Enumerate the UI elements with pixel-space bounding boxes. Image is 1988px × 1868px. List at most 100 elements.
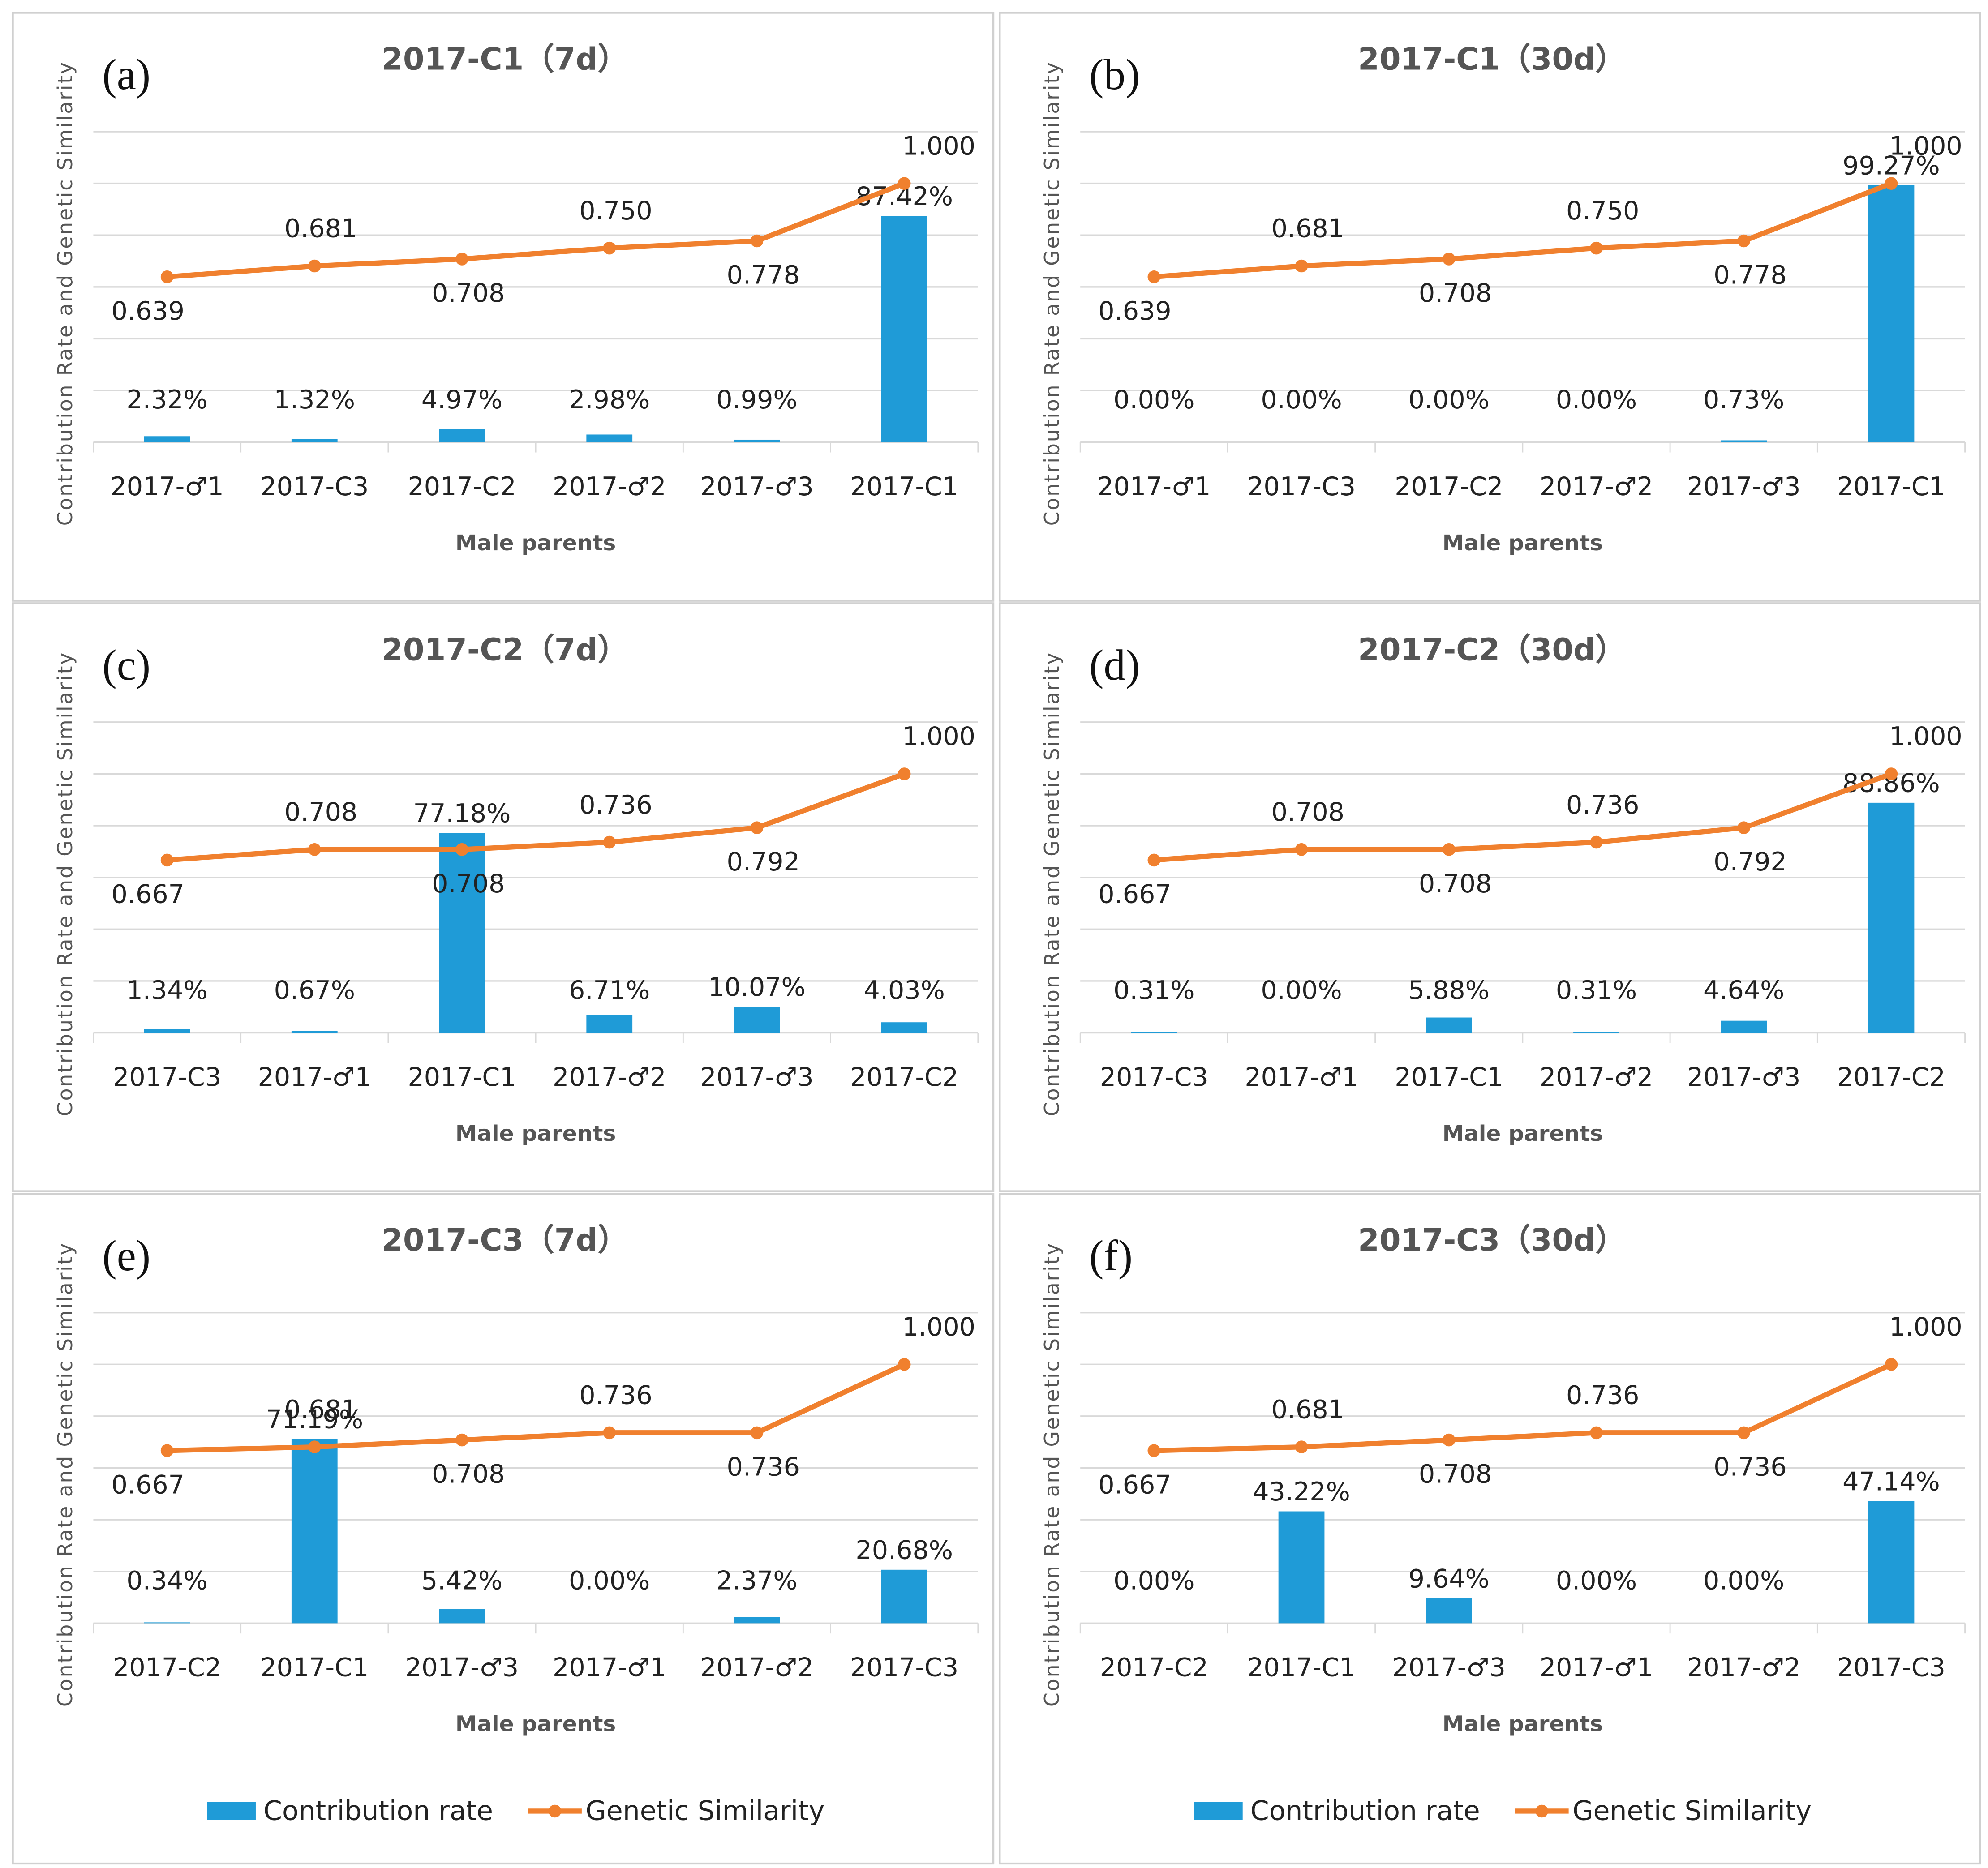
line-marker — [1147, 853, 1161, 867]
x-tick-label: 2017-C3 — [1837, 1653, 1945, 1683]
x-tick-label: 2017-♂1 — [1540, 1653, 1653, 1683]
line-value-label: 0.681 — [284, 214, 357, 244]
bar-value-label: 4.03% — [864, 976, 945, 1005]
line-marker — [308, 259, 321, 273]
line-marker — [455, 253, 468, 266]
bar — [291, 1439, 338, 1624]
bar-value-label: 4.64% — [1703, 976, 1784, 1005]
bar — [1426, 1017, 1472, 1033]
bar-value-label: 0.00% — [1703, 1566, 1784, 1596]
legend-swatch — [207, 1802, 256, 1820]
line-value-label: 0.708 — [432, 869, 505, 899]
bar-value-label: 5.42% — [421, 1566, 502, 1596]
x-tick-label: 2017-♂3 — [700, 472, 813, 501]
x-tick-label: 2017-♂2 — [700, 1653, 813, 1683]
bar — [144, 436, 190, 442]
x-tick-label: 2017-C3 — [260, 472, 369, 501]
x-tick-label: 2017-C3 — [1100, 1063, 1208, 1092]
panel-border — [12, 602, 995, 1192]
line-marker — [897, 767, 911, 780]
line-value-label: 1.000 — [902, 722, 975, 751]
x-tick-label: 2017-♂2 — [1687, 1653, 1800, 1683]
legend-label: Genetic Similarity — [585, 1795, 824, 1826]
line-marker — [160, 853, 174, 867]
line-value-label: 1.000 — [1889, 722, 1962, 751]
x-tick-label: 2017-C2 — [1395, 472, 1503, 501]
x-tick-label: 2017-C1 — [408, 1063, 516, 1092]
bar-value-label: 0.34% — [126, 1566, 207, 1596]
bar — [586, 434, 633, 442]
legend-label: Contribution rate — [263, 1795, 493, 1826]
x-tick-label: 2017-C1 — [260, 1653, 369, 1683]
x-tick-label: 2017-C1 — [1837, 472, 1945, 501]
legend-swatch — [1535, 1804, 1548, 1818]
legend-label: Contribution rate — [1250, 1795, 1480, 1826]
bar-value-label: 43.22% — [1253, 1477, 1350, 1507]
x-tick-label: 2017-C3 — [850, 1653, 958, 1683]
y-axis-title: Contribution Rate and Genetic Similarity — [1040, 1242, 1064, 1707]
y-axis-title: Contribution Rate and Genetic Similarity — [53, 61, 77, 526]
bar — [1131, 1032, 1177, 1033]
panel-border — [999, 602, 1981, 1192]
line-series — [167, 771, 906, 863]
line-value-label: 1.000 — [902, 131, 975, 161]
line-marker — [750, 234, 764, 248]
line-marker — [897, 1358, 911, 1371]
legend-swatch — [548, 1804, 562, 1818]
bar-value-label: 2.37% — [716, 1566, 797, 1596]
line-value-label: 0.708 — [1419, 869, 1492, 899]
bar — [586, 1015, 633, 1033]
bar — [881, 1569, 927, 1624]
line-marker — [750, 1426, 764, 1440]
bar-value-label: 2.98% — [569, 385, 650, 415]
bar-value-label: 0.31% — [1113, 976, 1194, 1005]
line-marker — [1295, 259, 1308, 273]
line-value-label: 0.750 — [1566, 196, 1639, 226]
bar — [439, 833, 485, 1033]
line-value-label: 0.736 — [579, 1381, 652, 1410]
chart-panel: (b) 2017-C1（30d） Contribution Rate and Gen… — [999, 12, 1981, 602]
bar-value-label: 0.73% — [1703, 385, 1784, 415]
x-tick-label: 2017-♂1 — [1097, 472, 1211, 501]
bar-value-label: 1.34% — [126, 976, 207, 1005]
line-value-label: 0.681 — [284, 1395, 357, 1424]
panel-border — [999, 12, 1981, 602]
chart-panel: (c) 2017-C2（7d） Contribution Rate and Gene… — [12, 602, 995, 1192]
line-series — [167, 1362, 906, 1453]
line-value-label: 1.000 — [902, 1312, 975, 1342]
bar-value-label: 0.00% — [569, 1566, 650, 1596]
panel-label: (c) — [102, 641, 150, 689]
bar — [1721, 440, 1767, 442]
bar-value-label: 0.31% — [1556, 976, 1637, 1005]
line-value-label: 0.639 — [112, 296, 185, 326]
bar — [881, 1022, 927, 1033]
line-marker — [603, 835, 616, 849]
line-value-label: 0.778 — [727, 261, 800, 290]
x-axis-title: Male parents — [455, 1712, 616, 1737]
line-marker — [1442, 843, 1456, 856]
bar — [734, 1617, 780, 1624]
line-value-label: 0.778 — [1713, 261, 1786, 290]
x-axis-title: Male parents — [1443, 1121, 1603, 1146]
chart-title: 2017-C2（7d） — [382, 632, 628, 668]
line-series — [1154, 181, 1893, 280]
x-tick-label: 2017-C2 — [408, 472, 516, 501]
x-tick-label: 2017-C1 — [850, 472, 958, 501]
x-tick-label: 2017-♂3 — [1687, 472, 1800, 501]
panel-border — [999, 1193, 1981, 1865]
bar — [439, 1609, 485, 1624]
line-marker — [1885, 767, 1898, 780]
x-tick-label: 2017-♂3 — [1392, 1653, 1506, 1683]
line-value-label: 0.708 — [1419, 1460, 1492, 1489]
line-series — [1154, 1362, 1893, 1453]
bar-value-label: 4.97% — [421, 385, 502, 415]
line-value-label: 0.681 — [1271, 1395, 1344, 1424]
line-marker — [1295, 843, 1308, 856]
line-marker — [603, 1426, 616, 1440]
chart-panel: (d) 2017-C2（30d） Contribution Rate and Gen… — [999, 602, 1981, 1192]
chart-panel: (e) 2017-C3（7d） Contribution Rate and Gene… — [12, 1193, 995, 1865]
bar-value-label: 1.32% — [274, 385, 355, 415]
bar — [1868, 1501, 1915, 1624]
bar-value-label: 71.19% — [266, 1405, 363, 1434]
x-tick-label: 2017-♂3 — [405, 1653, 519, 1683]
